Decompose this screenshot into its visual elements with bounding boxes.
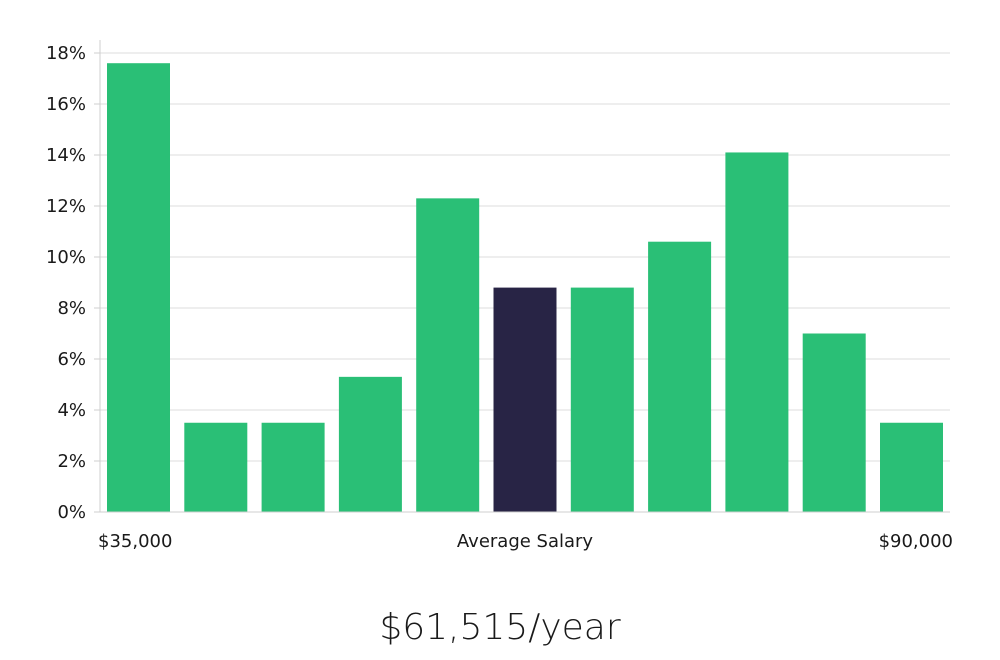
y-tick-label: 18% [46,43,86,64]
bar-average-salary [493,287,557,512]
bar [416,198,480,512]
x-max-label: $90,000 [879,531,953,552]
y-tick-label: 14% [46,145,86,166]
average-salary-caption: $61,515/year [379,607,621,648]
y-tick-label: 8% [57,298,86,319]
y-tick-label: 16% [46,94,86,115]
bars [107,63,943,512]
y-tick-label: 4% [57,400,86,421]
bar [184,422,248,512]
bar [570,287,634,512]
x-min-label: $35,000 [98,531,172,552]
y-tick-label: 2% [57,451,86,472]
y-tick-label: 6% [57,349,86,370]
bar [338,376,402,512]
x-center-label: Average Salary [457,531,594,552]
bar [725,152,789,512]
y-tick-label: 12% [46,196,86,217]
gridlines [100,52,950,462]
bar [648,241,712,512]
y-tick-label: 10% [46,247,86,268]
bar [261,422,325,512]
y-axis-ticks: 0% 2% 4% 6% 8% 10% 12% 14% 16% 18% [46,43,100,523]
bar [802,333,866,512]
y-tick-label: 0% [57,502,86,523]
bar [107,63,170,512]
bar [880,422,943,512]
